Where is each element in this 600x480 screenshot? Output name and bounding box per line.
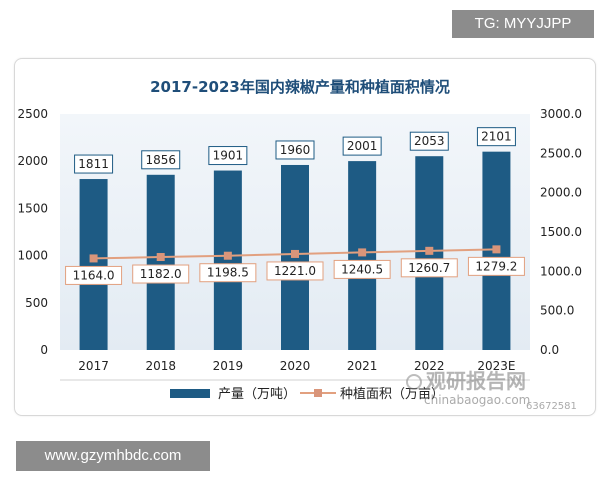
right-axis-tick-label: 3000.0 <box>540 107 582 121</box>
line-value-label: 1198.5 <box>207 266 249 280</box>
bar-label-box <box>409 131 449 151</box>
line-value-label: 1260.7 <box>408 261 450 275</box>
right-axis: 0.0 500.0 1000.0 1500.0 2000.0 2500.0 3000.0 <box>540 107 582 357</box>
x-axis-tick-label: 2023E <box>477 359 515 373</box>
x-axis-tick-label: 2019 <box>213 359 244 373</box>
right-axis-tick-label: 1500.0 <box>540 225 582 239</box>
line-marker <box>156 253 165 262</box>
legend: 产量（万吨） 种植面积（万亩） <box>170 386 444 402</box>
line-marker <box>358 248 367 257</box>
left-axis-tick-label: 500 <box>25 296 48 310</box>
x-axis: 2017 2018 2019 2020 2021 2022 2023E <box>78 359 515 373</box>
line-label-box <box>266 261 324 281</box>
left-axis-tick-label: 0 <box>40 343 48 357</box>
watermark-cn: 观研报告网 <box>426 369 526 393</box>
legend-line-label: 种植面积（万亩） <box>340 386 444 402</box>
line-value-label: 1164.0 <box>73 268 115 282</box>
watermark-logo-icon <box>406 374 422 390</box>
x-axis-tick-label: 2022 <box>414 359 445 373</box>
x-axis-tick-label: 2017 <box>78 359 109 373</box>
line-marker <box>291 249 299 258</box>
line-value-label: 1279.2 <box>475 259 517 273</box>
line-marker <box>425 246 434 255</box>
chart-title: 2017-2023年国内辣椒产量和种植面积情况 <box>150 78 450 96</box>
bar-value-label: 2101 <box>481 130 512 144</box>
right-axis-tick-label: 2000.0 <box>540 186 582 200</box>
bar-value-labels: 1811 1856 1901 1960 2001 2053 2101 <box>74 127 516 174</box>
line-series <box>89 245 501 263</box>
line-value-label: 1240.5 <box>341 262 383 276</box>
footer-url: www.gzymhbdc.com <box>16 441 210 471</box>
bar-value-label: 2053 <box>414 134 445 148</box>
line-value-label: 1182.0 <box>140 267 182 281</box>
left-axis: 0 500 1000 1500 2000 2500 <box>17 107 48 357</box>
x-axis-tick-label: 2020 <box>280 359 311 373</box>
line-marker <box>492 245 501 254</box>
bar <box>146 174 175 350</box>
bar-value-label: 2001 <box>347 139 378 153</box>
x-axis-tick-label: 2021 <box>347 359 378 373</box>
page-frame: TG: MYYJJPP 2017-2023年国内辣椒产量和种植面积情况 0 500… <box>4 0 596 480</box>
bar <box>213 170 242 350</box>
bar-value-label: 1901 <box>213 149 244 163</box>
x-axis-tick-label: 2018 <box>145 359 176 373</box>
left-axis-tick-label: 2500 <box>17 107 48 121</box>
bar-label-box <box>208 146 248 166</box>
right-axis-tick-label: 0.0 <box>540 343 559 357</box>
legend-line-marker <box>314 389 322 397</box>
header-tag: TG: MYYJJPP <box>452 10 594 38</box>
line-label-box <box>333 259 391 279</box>
line-label-box <box>467 256 525 276</box>
bar-label-box <box>74 154 114 174</box>
right-axis-tick-label: 500.0 <box>540 304 574 318</box>
right-axis-tick-label: 1000.0 <box>540 264 582 278</box>
bar-label-box <box>275 140 315 160</box>
line-label-box <box>199 263 257 283</box>
bar-value-label: 1856 <box>145 153 176 167</box>
right-axis-tick-label: 2500.0 <box>540 146 582 160</box>
line-label-box <box>400 258 458 278</box>
line-label-box <box>132 264 190 284</box>
legend-bar-label: 产量（万吨） <box>218 387 296 402</box>
bar-label-box <box>141 150 181 170</box>
left-axis-tick-label: 1000 <box>17 249 48 263</box>
bar-series <box>79 151 511 350</box>
line-marker <box>89 254 98 263</box>
bar <box>79 179 108 350</box>
bar-value-label: 1811 <box>78 157 109 171</box>
line-value-labels: 1164.0 1182.0 1198.5 1221.0 1240.5 1260.7 1279… <box>65 256 525 285</box>
watermark-en: chinabaogao.com <box>424 393 530 407</box>
left-axis-tick-label: 2000 <box>17 154 48 168</box>
watermark-code: 63672581 <box>526 401 577 412</box>
left-axis-tick-label: 1500 <box>17 201 48 215</box>
bar-label-box <box>476 127 516 147</box>
line-marker <box>223 251 232 260</box>
combo-chart: 2017-2023年国内辣椒产量和种植面积情况 0 500 1000 1500 2000… <box>17 78 582 412</box>
bar-label-box <box>342 136 382 156</box>
line-value-label: 1221.0 <box>274 264 316 278</box>
bar-value-label: 1960 <box>280 143 311 157</box>
watermark: 观研报告网 chinabaogao.com 63672581 <box>406 369 577 412</box>
legend-bar-swatch <box>170 389 210 398</box>
line-label-box <box>65 265 123 285</box>
